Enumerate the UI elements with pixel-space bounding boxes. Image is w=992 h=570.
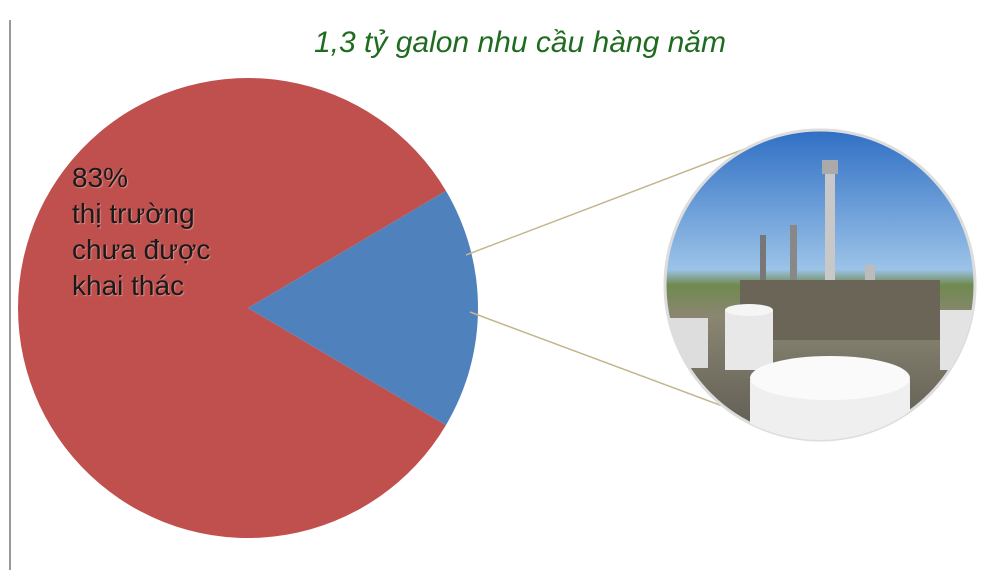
- chart-title: 1,3 tỷ galon nhu cầu hàng năm: [314, 26, 726, 59]
- value-label: 83%: [72, 160, 272, 196]
- chart: 1,3 tỷ galon nhu cầu hàng năm 83%thị trư…: [0, 0, 992, 570]
- slice-label-text: 83%thị trường chưa được khai thác: [72, 160, 272, 304]
- refinery-photo: [665, 130, 980, 440]
- category-label: thị trường chưa được khai thác: [72, 196, 247, 304]
- slice-label: 83%thị trường chưa được khai thác: [72, 160, 272, 340]
